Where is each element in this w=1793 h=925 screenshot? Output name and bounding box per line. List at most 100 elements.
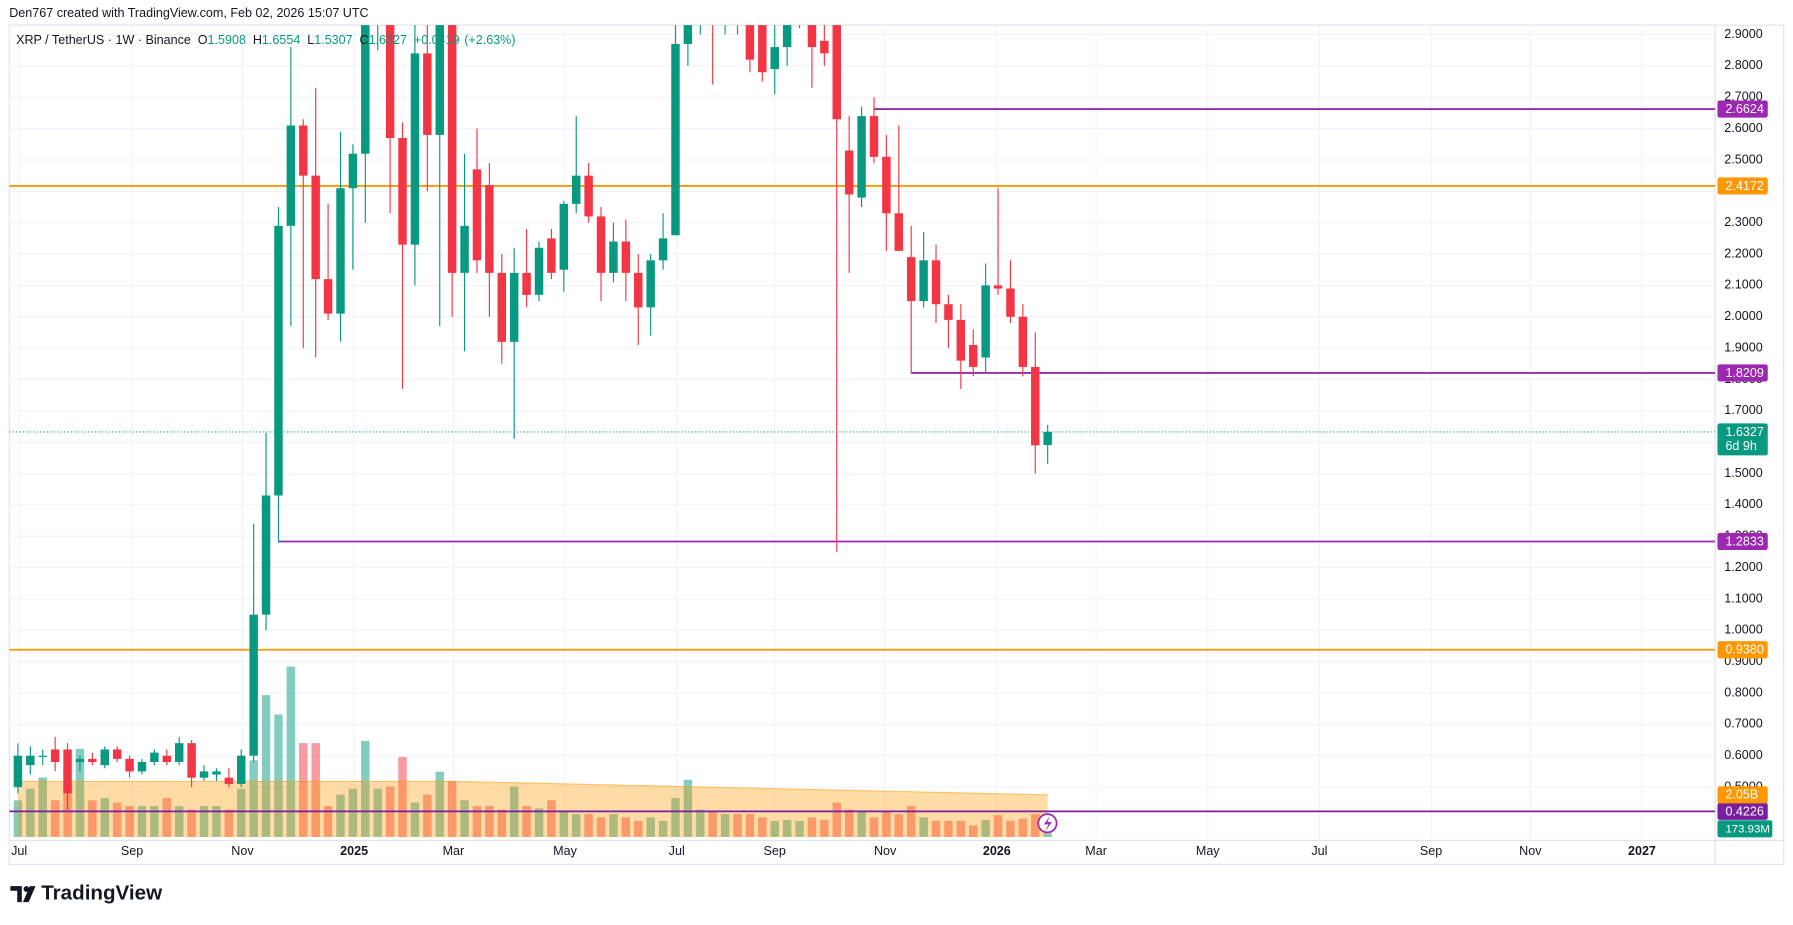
- x-tick-label: Nov: [874, 844, 897, 858]
- x-tick-label: Nov: [1519, 844, 1542, 858]
- y-tick-label: 1.2000: [1724, 560, 1762, 574]
- y-tick-label: 1.5000: [1724, 466, 1762, 480]
- x-tick-label: Jul: [11, 844, 27, 858]
- candle-body: [174, 743, 184, 763]
- volume-bar: [497, 809, 507, 837]
- legend-symbol: XRP / TetherUS · 1W · Binance: [16, 33, 191, 47]
- volume-bar: [919, 817, 928, 837]
- x-tick-label: 2026: [983, 844, 1011, 858]
- candle-body: [348, 153, 358, 189]
- candle-body: [75, 758, 85, 763]
- volume-bar: [981, 819, 990, 837]
- volume-bar: [956, 820, 966, 837]
- volume-bar: [38, 777, 47, 837]
- candle-body: [931, 260, 941, 305]
- candle-body: [571, 175, 581, 204]
- candle-body: [869, 116, 879, 157]
- candle-body: [112, 749, 122, 759]
- y-tick-label: 2.8000: [1724, 58, 1762, 72]
- volume-bar: [26, 788, 35, 837]
- volume-bar: [472, 806, 482, 837]
- candle-body: [261, 495, 271, 615]
- volume-bar: [100, 798, 109, 837]
- x-tick-label: Nov: [231, 844, 254, 858]
- legend-field-value: 1.6327: [369, 33, 407, 47]
- x-tick-label: Mar: [443, 844, 465, 858]
- y-tick-label: 1.1000: [1724, 591, 1762, 605]
- candle-body: [906, 257, 916, 302]
- candle-body: [981, 285, 990, 358]
- candle-body: [944, 304, 953, 320]
- candle-body: [485, 185, 494, 273]
- level-label: 2.6624: [1725, 102, 1763, 116]
- candle-body: [237, 755, 246, 784]
- volume-bar: [559, 811, 569, 837]
- volume-bar: [274, 714, 283, 837]
- x-tick-label: Sep: [764, 844, 786, 858]
- volume-bar: [658, 820, 668, 837]
- volume-bar: [758, 817, 767, 837]
- volume-bar: [944, 820, 953, 837]
- candle-body: [857, 116, 866, 198]
- candle-body: [993, 285, 1003, 289]
- volume-bar: [609, 814, 618, 837]
- candle-body: [224, 777, 234, 784]
- y-tick-label: 2.2000: [1724, 246, 1762, 260]
- volume-bar: [348, 788, 358, 837]
- legend-text: XRP / TetherUS · 1W · Binance O1.5908 H1.6…: [16, 33, 515, 47]
- level-label-bg: [1717, 364, 1768, 382]
- volume-bar: [1043, 833, 1052, 837]
- y-tick-label: 2.6000: [1724, 121, 1762, 135]
- countdown: 6d 9h: [1725, 439, 1756, 453]
- volume-bar: [261, 695, 271, 837]
- candle-body: [1018, 316, 1028, 367]
- candle-body: [497, 272, 507, 342]
- candle-body: [410, 53, 420, 245]
- volume-bar: [969, 825, 978, 837]
- alert-icon: [1037, 813, 1058, 834]
- volume-bar: [646, 817, 655, 837]
- candle-body: [547, 238, 556, 273]
- candle-body: [38, 755, 47, 757]
- candle-body: [621, 241, 631, 273]
- candle-body: [919, 260, 928, 302]
- x-tick-label: Jul: [1311, 844, 1327, 858]
- volume-ma-area: [17, 781, 1048, 837]
- volume-bar: [50, 800, 60, 837]
- volume-bar: [249, 760, 258, 837]
- y-tick-label: 2.3000: [1724, 215, 1762, 229]
- y-tick-label: 1.4000: [1724, 497, 1762, 511]
- volume-bar: [584, 814, 593, 837]
- volume-bar: [993, 815, 1003, 837]
- candle-body: [820, 40, 829, 54]
- candle-body: [522, 272, 531, 295]
- volume-label-bg: [1717, 820, 1773, 838]
- level-label: 1.2833: [1725, 534, 1763, 548]
- volume-bar: [634, 820, 643, 837]
- legend-field-value: 1.5307: [314, 33, 352, 47]
- volume-bar: [671, 798, 680, 837]
- candle-body: [137, 762, 147, 772]
- volume-bar: [336, 794, 345, 837]
- x-tick-label: 2025: [340, 844, 368, 858]
- candle-body: [584, 175, 593, 217]
- volume-bar: [373, 788, 382, 837]
- volume-bar: [1018, 818, 1028, 837]
- chart-frame: [8, 24, 1785, 865]
- legend: XRP / TetherUS · 1W · Binance O1.5908 H1.6…: [16, 33, 515, 47]
- level-label-bg: [1717, 641, 1768, 659]
- volume-bar: [857, 811, 866, 837]
- candle-body: [361, 25, 370, 154]
- candle-body: [88, 758, 97, 763]
- candle-body: [956, 319, 966, 361]
- candle-body: [125, 758, 134, 772]
- current-price-label: 1.6327: [1725, 425, 1763, 439]
- volume-ma-line: [17, 780, 1048, 796]
- candle-body: [398, 138, 407, 245]
- volume-bar: [150, 806, 159, 837]
- x-tick-label: Jul: [669, 844, 685, 858]
- volume-bar: [869, 817, 879, 837]
